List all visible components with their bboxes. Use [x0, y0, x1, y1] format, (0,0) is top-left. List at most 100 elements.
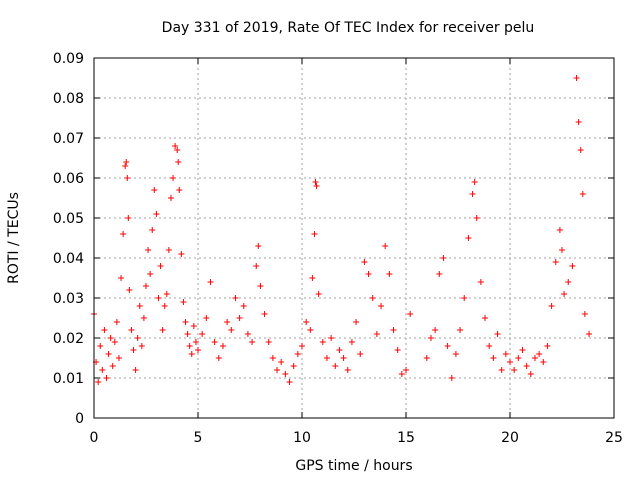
- data-point: [312, 179, 319, 185]
- data-point: [257, 283, 264, 289]
- data-point: [111, 339, 118, 345]
- data-point: [457, 327, 464, 333]
- data-point: [577, 147, 584, 153]
- data-point: [174, 147, 181, 153]
- data-point: [469, 191, 476, 197]
- x-tick-label: 20: [501, 430, 519, 446]
- data-point: [157, 263, 164, 269]
- data-point: [531, 355, 538, 361]
- data-point: [436, 271, 443, 277]
- data-point: [573, 75, 580, 81]
- data-point: [105, 351, 112, 357]
- data-point: [552, 259, 559, 265]
- data-point: [255, 243, 262, 249]
- data-point: [299, 343, 305, 349]
- data-point: [103, 375, 110, 381]
- data-point: [120, 231, 127, 237]
- data-point: [138, 343, 145, 349]
- y-tick-label: 0.07: [53, 131, 84, 147]
- data-point: [170, 175, 177, 181]
- data-point: [378, 303, 385, 309]
- data-point: [309, 275, 316, 281]
- data-point: [544, 343, 551, 349]
- data-point: [145, 247, 152, 253]
- data-point: [398, 371, 405, 377]
- data-point: [195, 347, 201, 353]
- data-point: [199, 331, 206, 337]
- data-point: [502, 351, 509, 357]
- data-point: [477, 279, 484, 285]
- data-point: [165, 247, 172, 253]
- data-point: [219, 343, 226, 349]
- data-point: [369, 295, 376, 301]
- data-point: [498, 367, 505, 373]
- data-point: [274, 367, 281, 373]
- data-point: [143, 283, 149, 289]
- data-point: [155, 295, 162, 301]
- data-point: [494, 331, 501, 337]
- data-point: [180, 299, 187, 305]
- y-tick-label: 0.02: [53, 331, 84, 347]
- data-point: [344, 367, 351, 373]
- data-point: [186, 343, 193, 349]
- data-point: [348, 339, 355, 345]
- x-tick-label: 0: [90, 430, 99, 446]
- plot-frame: [93, 57, 615, 419]
- data-point: [182, 319, 189, 325]
- y-tick-label: 0.09: [53, 51, 84, 67]
- y-axis-ticks: 0 0.01 0.02 0.03 0.04 0.05 0.06 0.07 0.08 0.09: [53, 51, 614, 427]
- data-point: [452, 351, 459, 357]
- data-point: [586, 331, 593, 337]
- data-point: [140, 315, 147, 321]
- data-point: [132, 367, 139, 373]
- data-point: [249, 339, 256, 345]
- data-point: [265, 339, 272, 345]
- data-point: [527, 371, 534, 377]
- data-point: [303, 319, 310, 325]
- data-point: [556, 227, 563, 233]
- data-point: [357, 351, 364, 357]
- data-point: [311, 231, 318, 237]
- data-point: [307, 327, 314, 333]
- data-point: [124, 175, 131, 181]
- data-point: [118, 275, 125, 281]
- y-tick-label: 0: [75, 411, 84, 427]
- y-tick-label: 0.06: [53, 171, 84, 187]
- data-point: [149, 227, 156, 233]
- data-point: [207, 279, 214, 285]
- data-point: [407, 311, 414, 317]
- data-point: [340, 355, 347, 361]
- data-point: [561, 291, 568, 297]
- data-point: [153, 211, 160, 217]
- data-point: [336, 347, 343, 353]
- data-point: [159, 327, 166, 333]
- data-point: [511, 367, 518, 373]
- data-point: [461, 295, 468, 301]
- x-tick-label: 15: [397, 430, 415, 446]
- data-point: [101, 327, 108, 333]
- data-point: [282, 371, 289, 377]
- data-point: [313, 183, 320, 189]
- data-point: [99, 367, 106, 373]
- data-point: [261, 311, 268, 317]
- data-point: [122, 163, 129, 169]
- data-point: [403, 367, 409, 373]
- data-point: [113, 319, 120, 325]
- data-point: [328, 335, 335, 341]
- data-point: [240, 303, 247, 309]
- data-point: [353, 319, 360, 325]
- data-point: [178, 251, 185, 257]
- data-point: [172, 143, 179, 149]
- x-tick-label: 10: [293, 430, 311, 446]
- data-point: [465, 235, 472, 241]
- data-point: [161, 303, 168, 309]
- data-point: [190, 323, 197, 329]
- data-point: [192, 339, 199, 345]
- data-point: [581, 311, 588, 317]
- data-point: [136, 303, 143, 309]
- data-point: [315, 291, 322, 297]
- data-point: [211, 339, 218, 345]
- data-point: [579, 191, 586, 197]
- data-point: [507, 359, 513, 365]
